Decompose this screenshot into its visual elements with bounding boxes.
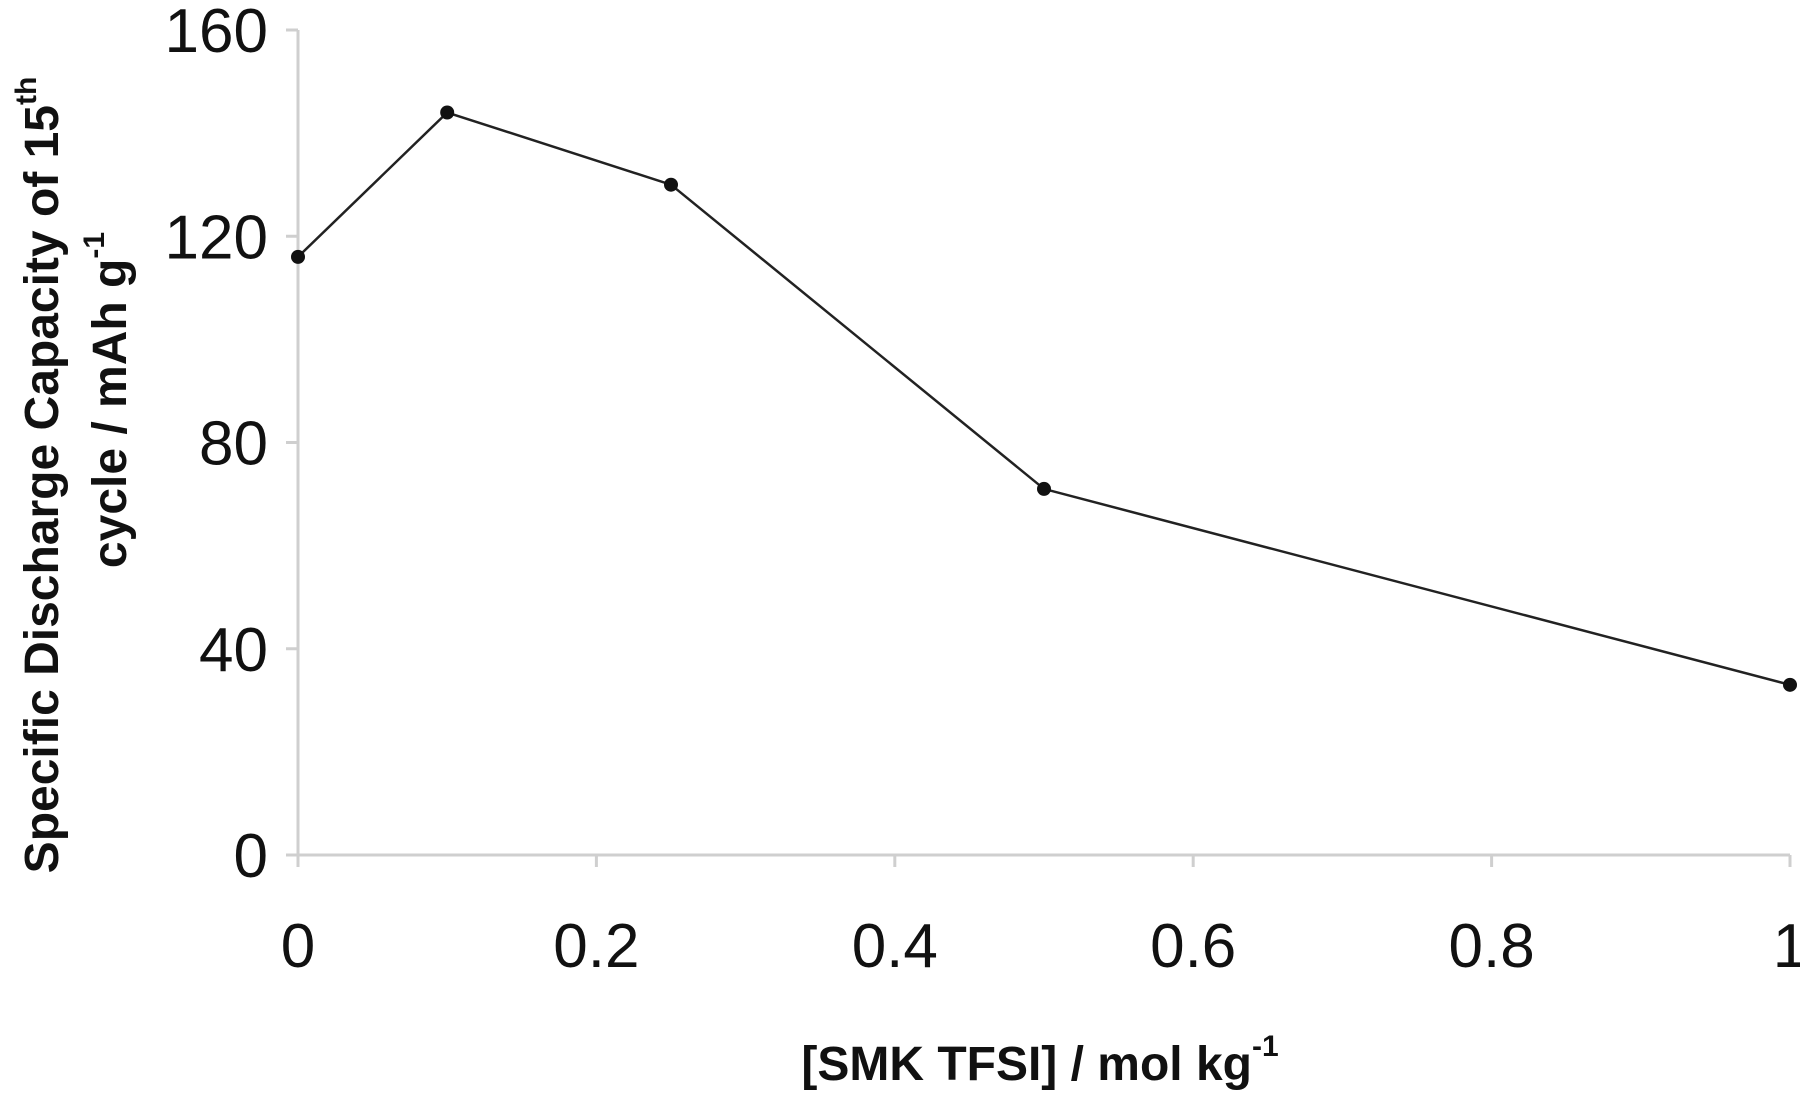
y-tick-label: 80	[199, 410, 268, 479]
x-tick-label: 0.4	[852, 912, 938, 981]
axes	[296, 30, 1790, 857]
y-ticks: 0 40 80 120 160	[165, 0, 298, 891]
data-point	[1783, 677, 1797, 692]
series-line	[297, 111, 1791, 687]
y-tick-label: 120	[165, 203, 268, 272]
y-axis-title-line2: cycle / mAh g-1	[78, 232, 137, 568]
y-tick-label: 0	[234, 822, 268, 891]
data-point	[291, 249, 305, 264]
y-axis-title-line1-sup: th	[10, 77, 43, 105]
x-axis-title-main: [SMK TFSI] / mol kg	[801, 1038, 1252, 1091]
x-tick-label: 0.2	[553, 912, 639, 981]
x-tick-label: 0.8	[1448, 912, 1534, 981]
x-tick-label: 1	[1773, 912, 1800, 981]
y-tick-label: 40	[199, 616, 268, 685]
y-tick-label: 160	[165, 0, 268, 66]
x-axis-title: [SMK TFSI] / mol kg-1	[801, 1030, 1278, 1091]
x-tick-label: 0	[281, 912, 315, 981]
x-ticks: 0 0.2 0.4 0.6 0.8 1	[281, 855, 1800, 981]
y-axis-title-line2-sup: -1	[78, 232, 111, 259]
data-point	[664, 177, 678, 192]
y-axis-title-line1-main: Specific Discharge Capacity of 15	[16, 105, 69, 873]
y-axis-title-line1: Specific Discharge Capacity of 15th	[10, 77, 69, 874]
x-tick-label: 0.6	[1150, 912, 1236, 981]
data-point	[1037, 481, 1051, 496]
x-axis-title-sup: -1	[1252, 1030, 1279, 1063]
series	[291, 105, 1797, 692]
data-point	[440, 105, 455, 120]
y-axis-title-line2-main: cycle / mAh g	[84, 259, 137, 568]
